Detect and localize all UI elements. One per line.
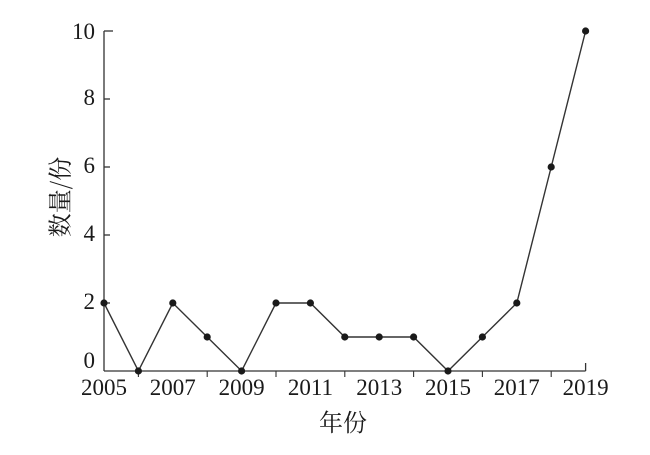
svg-text:4: 4 [84,221,96,246]
svg-text:2019: 2019 [563,375,609,400]
svg-text:2011: 2011 [288,375,333,400]
svg-text:数量/份: 数量/份 [41,157,76,237]
svg-text:2009: 2009 [219,375,265,400]
svg-text:10: 10 [72,19,95,44]
svg-text:2017: 2017 [494,375,540,400]
svg-text:0: 0 [84,348,96,373]
svg-text:2007: 2007 [150,375,196,400]
svg-text:2005: 2005 [81,375,127,400]
svg-text:2015: 2015 [425,375,471,400]
svg-text:2013: 2013 [356,375,402,400]
svg-text:年份: 年份 [319,403,367,438]
svg-text:2: 2 [84,289,96,314]
svg-text:6: 6 [84,153,96,178]
svg-text:8: 8 [84,85,96,110]
